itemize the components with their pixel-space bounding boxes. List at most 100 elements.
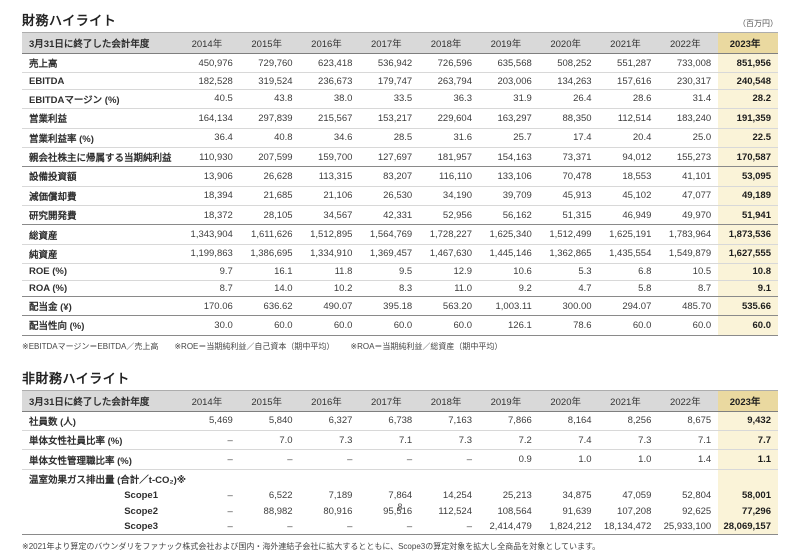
value-cell: 9.1 (718, 280, 778, 297)
value-cell: 112,524 (438, 505, 472, 517)
value-cell: 535.66 (718, 296, 778, 316)
value-cell: 113,315 (318, 170, 353, 182)
row-label: 純資産 (29, 249, 58, 261)
value-cell: – (347, 521, 353, 533)
table-header-row: 3月31日に終了した会計年度 2014年 2015年 2016年 2017年 2018年 2… (22, 32, 778, 54)
row-label: 営業利益 (29, 114, 68, 126)
value-cell: 8.7 (219, 282, 233, 294)
value-cell: 563.20 (442, 300, 472, 312)
value-cell: 230,317 (676, 75, 712, 87)
value-cell: – (406, 521, 413, 533)
group-header-row: 温室効果ガス排出量 (合計／t-CO₂)※ (22, 469, 778, 489)
table-row: Scope1 – 6,522 7,189 7,864 14,254 25,213 34,875… (22, 488, 778, 504)
value-cell: 88,982 (263, 505, 293, 517)
value-cell: 60.0 (632, 319, 652, 331)
value-cell: 47,077 (682, 190, 712, 202)
nonfinancial-title: 非財務ハイライト (22, 370, 130, 386)
table-row: EBITDA 182,528 319,524 236,673 179,747 263,79… (22, 72, 778, 90)
value-cell: 18,134,472 (603, 521, 652, 533)
value-cell: 5,840 (268, 415, 293, 427)
value-cell: 1,783,964 (668, 229, 712, 241)
value-cell: 7.3 (638, 434, 652, 446)
value-cell: 1,334,910 (310, 248, 353, 260)
value-cell: 34,190 (442, 190, 472, 202)
year-header: 2023年 (718, 32, 778, 54)
row-label: Scope2 (124, 505, 158, 517)
value-cell: 31.4 (692, 93, 712, 105)
value-cell: – (227, 505, 233, 517)
value-cell: 95,516 (383, 505, 413, 517)
row-label: Scope3 (124, 521, 158, 533)
year-header: 2020年 (538, 32, 599, 54)
value-cell (658, 469, 718, 488)
row-label: Scope1 (124, 490, 158, 502)
value-cell: – (466, 521, 472, 533)
value-cell: 1.0 (638, 454, 652, 466)
value-cell: 181,957 (437, 151, 472, 163)
value-cell: – (466, 454, 472, 466)
table-row: 配当性向 (%) 30.0 60.0 60.0 60.0 60.0 126.1 78.6 60.… (22, 315, 778, 336)
value-cell: 1,824,212 (549, 521, 592, 533)
footnote-roa: ※ROA＝当期純利益／総資産（期中平均） (350, 341, 503, 351)
value-cell: 5.8 (638, 282, 652, 294)
value-cell: 46,949 (622, 209, 652, 221)
year-header: 2016年 (299, 32, 360, 54)
value-cell: 203,006 (497, 75, 532, 87)
table-row: 総資産 1,343,904 1,611,626 1,512,895 1,564,769 1… (22, 224, 778, 245)
value-cell: 733,008 (676, 57, 712, 69)
value-cell: 164,134 (198, 112, 233, 124)
value-cell: 14,254 (442, 490, 472, 502)
value-cell: 77,296 (718, 503, 778, 519)
value-cell: 6,738 (388, 415, 413, 427)
year-header: 2018年 (419, 32, 479, 54)
value-cell: 92,625 (682, 505, 712, 517)
page-number: 8 (397, 502, 403, 512)
year-header: 2017年 (359, 32, 420, 54)
value-cell: 729,760 (258, 57, 293, 69)
value-cell (479, 469, 539, 488)
row-label: 配当性向 (%) (29, 321, 85, 333)
value-cell: 7.4 (578, 434, 592, 446)
row-label: 配当金 (¥) (29, 302, 72, 314)
value-cell: 8.7 (697, 282, 712, 294)
row-label: 減価償却費 (29, 191, 77, 203)
table-row: 設備投資額 13,906 26,628 113,315 83,207 116,110 133… (22, 166, 778, 187)
value-cell: 10.6 (513, 266, 532, 278)
value-cell: 34,875 (562, 490, 592, 502)
value-cell: 170.06 (203, 300, 233, 312)
value-cell: 60.0 (718, 315, 778, 336)
table-row: 単体女性社員比率 (%) – 7.0 7.3 7.1 7.3 7.2 7.4 7.3 7.1 7.7 (22, 430, 778, 450)
value-cell: 7,864 (388, 490, 413, 502)
row-label: EBITDA (29, 75, 65, 87)
financial-footnotes: ※EBITDAマージン＝EBITDA／売上高 ※ROE＝当期純利益／自己資本（期… (22, 341, 778, 352)
row-label: 社員数 (人) (29, 416, 76, 428)
value-cell: 28.5 (393, 132, 413, 144)
value-cell: 7,866 (508, 415, 532, 427)
value-cell: 60.0 (274, 319, 293, 331)
value-cell: 60.0 (453, 319, 472, 331)
value-cell: 83,207 (383, 170, 413, 182)
value-cell: – (406, 454, 413, 466)
value-cell: 7.7 (718, 430, 778, 450)
value-cell: 18,553 (622, 170, 652, 182)
value-cell: 45,102 (622, 190, 652, 202)
value-cell: 94,012 (622, 151, 652, 163)
value-cell: 1.4 (697, 454, 712, 466)
financial-title: 財務ハイライト (22, 13, 117, 28)
value-cell: 51,941 (718, 205, 778, 225)
value-cell: 636.62 (263, 300, 293, 312)
value-cell: 39,709 (502, 190, 532, 202)
value-cell: – (287, 521, 293, 533)
value-cell: 10.2 (333, 282, 353, 294)
value-cell: 1,445,146 (489, 248, 532, 260)
table-header-row: 3月31日に終了した会計年度 2014年 2015年 2016年 2017年 2018年 2… (22, 389, 778, 412)
nonfinancial-footnote: ※2021年より算定のバウンダリをファナック株式会社および国内・海外連結子会社に… (22, 542, 601, 552)
financial-highlights-section: 財務ハイライト （百万円） 3月31日に終了した会計年度 2014年 2015年 20… (22, 10, 778, 352)
table-row: 研究開発費 18,372 28,105 34,567 42,331 52,956 56,16… (22, 205, 778, 225)
year-header: 2015年 (239, 389, 300, 412)
value-cell: 851,956 (718, 53, 778, 73)
value-cell: 1.1 (718, 449, 778, 470)
value-cell (718, 469, 778, 489)
year-header: 2017年 (359, 389, 420, 412)
value-cell: 80,916 (323, 505, 353, 517)
